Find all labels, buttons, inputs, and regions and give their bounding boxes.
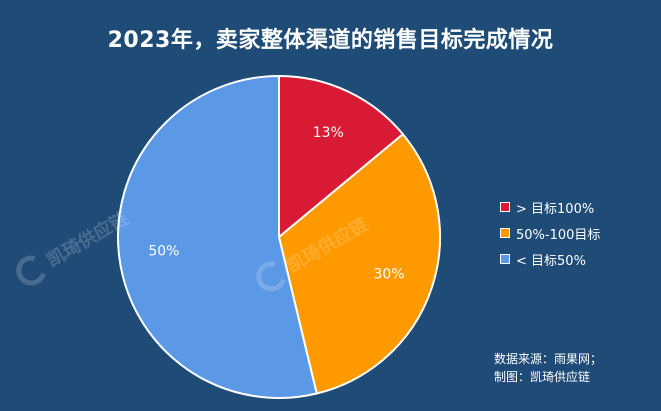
legend-swatch	[500, 254, 510, 264]
legend-swatch	[500, 202, 510, 212]
pie-slice-2	[277, 132, 441, 395]
source-line: 数据来源：雨果网；	[494, 352, 603, 366]
slice-value-label: 50%	[148, 244, 179, 260]
credit-line: 制图：凯琦供应链	[494, 370, 591, 384]
legend-item: < 目标50%	[500, 246, 600, 272]
pie-slice-3	[117, 74, 318, 399]
chart-title: 2023年，卖家整体渠道的销售目标完成情况	[107, 28, 554, 53]
chart-legend: > 目标100% 50%-100目标 < 目标50%	[500, 194, 600, 272]
pie-slice-1	[278, 74, 405, 240]
legend-item: 50%-100目标	[500, 220, 600, 246]
legend-swatch	[500, 228, 510, 238]
source-note: 数据来源：雨果网； 制图：凯琦供应链	[494, 350, 602, 386]
slice-value-label: 13%	[313, 125, 344, 141]
slice-value-label: 30%	[373, 267, 404, 283]
legend-label: < 目标50%	[516, 253, 586, 269]
legend-label: 50%-100目标	[516, 227, 601, 243]
legend-item: > 目标100%	[500, 194, 600, 220]
legend-label: > 目标100%	[516, 201, 595, 217]
